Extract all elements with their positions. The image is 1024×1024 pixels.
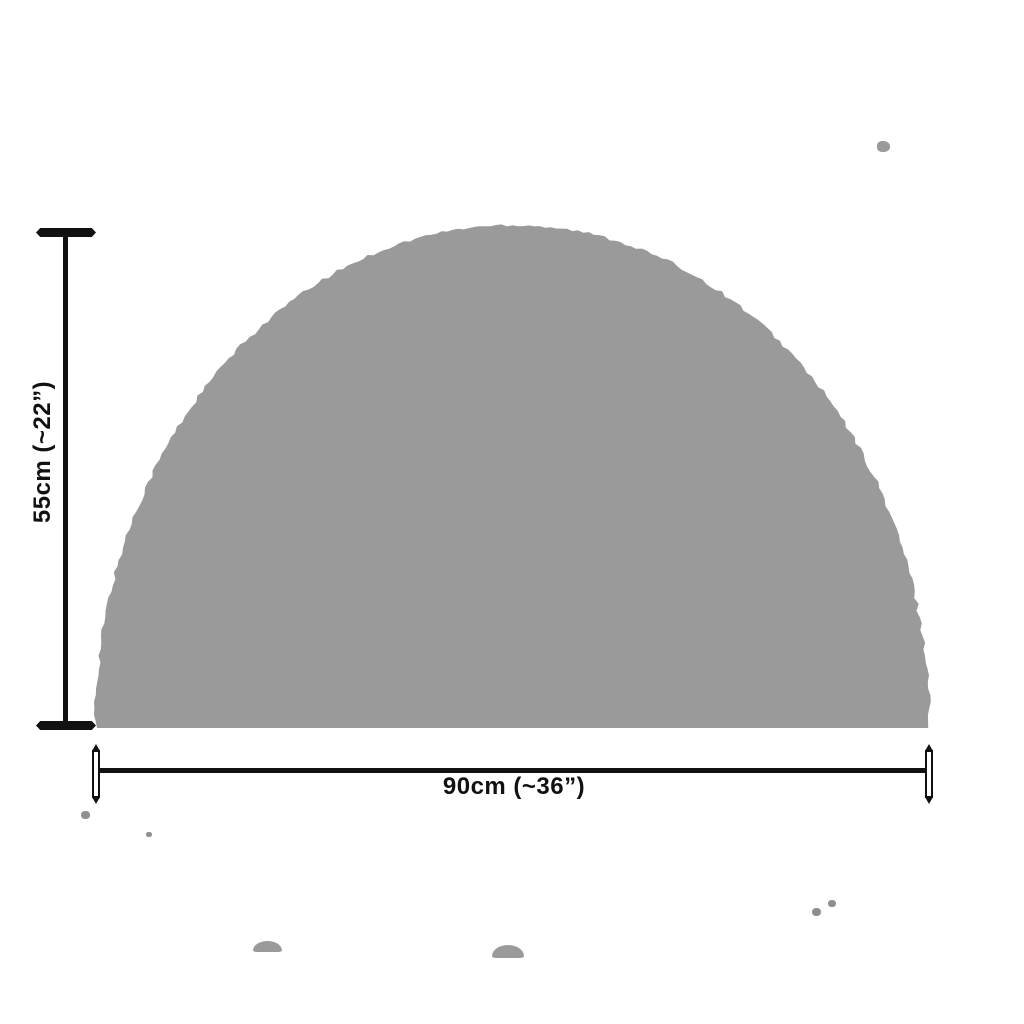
- width-dimension-left-cap: [92, 744, 100, 804]
- height-dimension-label: 55cm (~22”): [29, 380, 56, 524]
- height-dimension-top-cap: [36, 228, 96, 237]
- dome-path: [93, 224, 931, 728]
- artifact-speck-3: [146, 832, 152, 837]
- artifact-speck-2: [81, 811, 90, 819]
- width-dimension-line: [97, 768, 931, 773]
- artifact-speck-4: [253, 941, 282, 952]
- artifact-speck-6: [812, 908, 821, 916]
- artifact-speck-1: [877, 141, 890, 152]
- artifact-speck-5: [492, 945, 524, 958]
- width-dimension-label: 90cm (~36”): [442, 773, 586, 800]
- artifact-speck-7: [828, 900, 836, 907]
- height-dimension-line: [63, 230, 68, 726]
- height-dimension-bottom-cap: [36, 721, 96, 730]
- width-dimension-right-cap: [925, 744, 933, 804]
